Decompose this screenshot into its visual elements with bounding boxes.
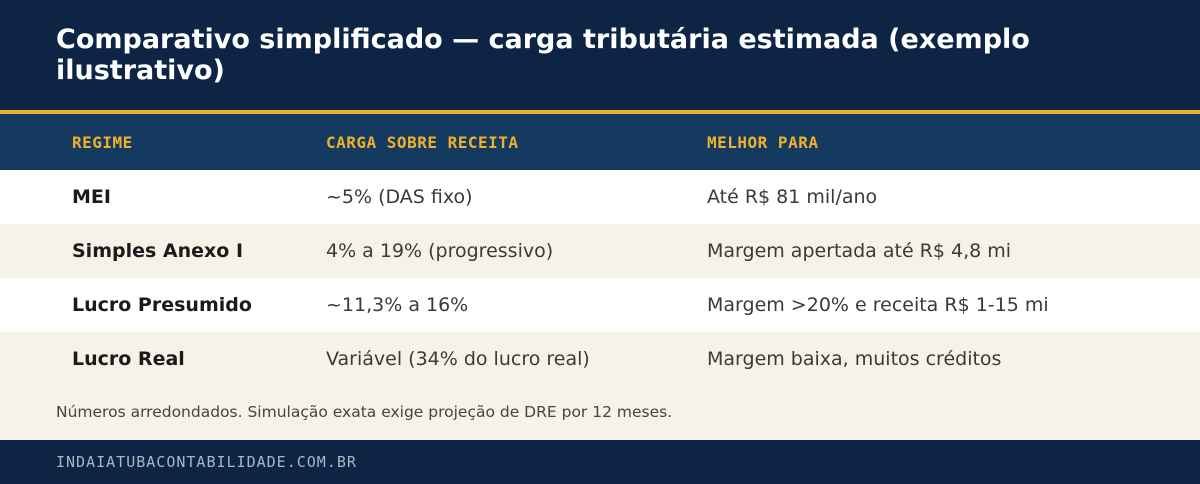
column-header-melhor: MELHOR PARA xyxy=(707,132,819,152)
cell-carga: 4% a 19% (progressivo) xyxy=(326,240,554,262)
cell-regime: MEI xyxy=(72,186,111,208)
cell-melhor: Margem apertada até R$ 4,8 mi xyxy=(707,240,1012,262)
cell-melhor: Até R$ 81 mil/ano xyxy=(707,186,878,208)
cell-regime: Lucro Presumido xyxy=(72,294,252,316)
cell-carga: Variável (34% do lucro real) xyxy=(326,348,590,370)
cell-regime: Simples Anexo I xyxy=(72,240,244,262)
table-row: MEI ~5% (DAS fixo) Até R$ 81 mil/ano xyxy=(0,170,1200,224)
header: Comparativo simplificado — carga tributá… xyxy=(0,0,1200,114)
column-header-carga: CARGA SOBRE RECEITA xyxy=(326,132,519,152)
cell-carga: ~5% (DAS fixo) xyxy=(326,186,473,208)
footer-url: INDAIATUBACONTABILIDADE.COM.BR xyxy=(0,440,1200,484)
cell-carga: ~11,3% a 16% xyxy=(326,294,469,316)
cell-melhor: Margem baixa, muitos créditos xyxy=(707,348,1002,370)
table-row: Lucro Real Variável (34% do lucro real) … xyxy=(0,332,1200,386)
column-header-regime: REGIME xyxy=(72,132,133,152)
page-title: Comparativo simplificado — carga tributá… xyxy=(56,24,1030,86)
cell-melhor: Margem >20% e receita R$ 1-15 mi xyxy=(707,294,1049,316)
table-row: Lucro Presumido ~11,3% a 16% Margem >20%… xyxy=(0,278,1200,332)
cell-regime: Lucro Real xyxy=(72,348,185,370)
footnote: Números arredondados. Simulação exata ex… xyxy=(0,386,1200,438)
table-header: REGIME CARGA SOBRE RECEITA MELHOR PARA xyxy=(0,114,1200,170)
table-row: Simples Anexo I 4% a 19% (progressivo) M… xyxy=(0,224,1200,278)
